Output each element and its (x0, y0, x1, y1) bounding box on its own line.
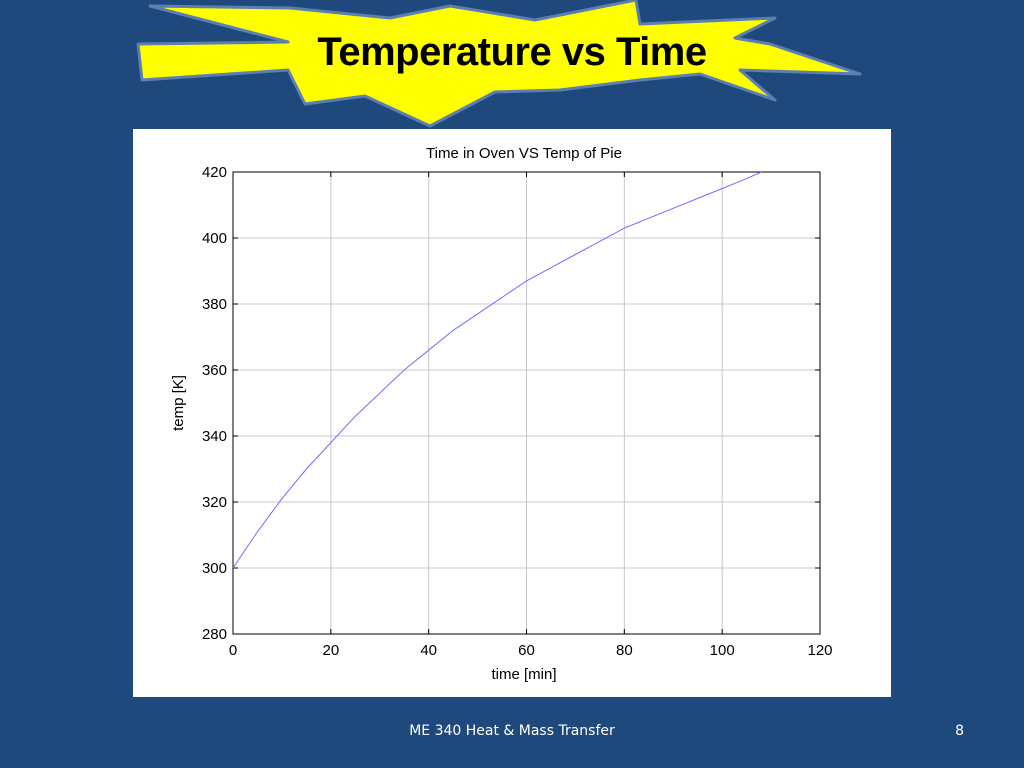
x-tick-label: 120 (807, 642, 832, 659)
y-tick-label: 380 (202, 296, 227, 313)
y-tick-label: 400 (202, 230, 227, 247)
slide-title: Temperature vs Time (317, 30, 707, 74)
line-chart: Time in Oven VS Temp of Pie 0 20 40 60 80 100… (170, 145, 833, 683)
chart-panel: Time in Oven VS Temp of Pie 0 20 40 60 80 100… (133, 129, 891, 697)
x-tick-label: 20 (322, 642, 339, 659)
x-tick-labels: 0 20 40 60 80 100 120 (229, 642, 833, 659)
x-tick-label: 60 (518, 642, 535, 659)
footer-text: ME 340 Heat & Mass Transfer (409, 723, 615, 739)
y-tick-label: 340 (202, 428, 227, 445)
chart-title: Time in Oven VS Temp of Pie (426, 145, 622, 162)
y-tick-label: 320 (202, 494, 227, 511)
x-tick-label: 80 (616, 642, 633, 659)
x-tick-label: 40 (420, 642, 437, 659)
series-line (232, 171, 762, 569)
starburst-shape (136, 0, 862, 128)
x-tick-label: 100 (710, 642, 735, 659)
x-axis-label: time [min] (491, 666, 556, 683)
plot-area-border (232, 171, 821, 635)
y-tick-labels: 280 300 320 340 360 380 400 420 (202, 164, 227, 643)
y-tick-label: 420 (202, 164, 227, 181)
x-tick-label: 0 (229, 642, 237, 659)
page-number: 8 (955, 723, 964, 739)
grid-lines (233, 172, 820, 634)
y-tick-label: 280 (202, 626, 227, 643)
y-axis-label: temp [K] (170, 375, 187, 431)
y-tick-label: 360 (202, 362, 227, 379)
y-tick-label: 300 (202, 560, 227, 577)
